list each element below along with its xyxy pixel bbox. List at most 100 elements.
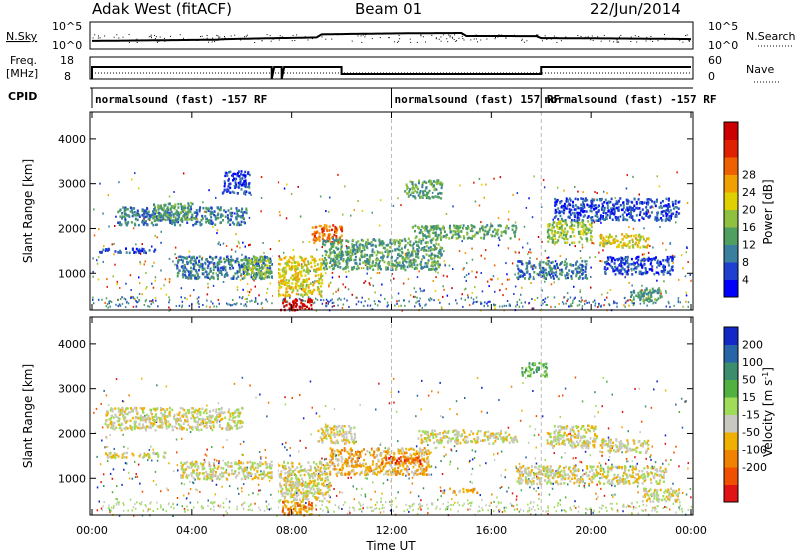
data-cell [433,188,436,192]
scatter-cell [278,255,280,258]
data-cell [578,211,581,215]
data-cell [659,294,662,298]
data-cell [135,247,138,251]
noise-dot [500,34,502,36]
data-cell [158,212,161,215]
scatter-cell [590,286,592,289]
data-cell [183,218,186,221]
data-cell [329,261,332,264]
data-cell [639,295,642,299]
colorbar-tick-label: 28 [742,169,756,182]
scatter-cell [128,477,131,480]
data-cell [528,260,531,263]
scatter-cell [472,298,475,301]
data-cell [621,233,624,236]
noise-dot [245,35,247,37]
scatter-cell [627,299,629,302]
data-cell [325,227,328,230]
scatter-cell [579,289,582,292]
scatter-cell [316,248,318,251]
scatter-cell [498,239,501,241]
data-cell [414,229,416,233]
scatter-cell [668,302,670,305]
scatter-cell [677,301,680,304]
freq-panel-frame [89,56,694,80]
data-cell [567,273,570,276]
scatter-cell [660,292,662,295]
data-cell [647,295,650,298]
scatter-cell [456,413,458,416]
data-cell [282,279,285,282]
scatter-cell [525,377,527,379]
data-cell [548,235,551,238]
data-cell [227,185,230,188]
data-cell [334,259,336,263]
data-cell [355,251,358,254]
scatter-cell [376,304,379,307]
data-cell [284,271,287,275]
data-cell [295,282,298,285]
scatter-cell [199,490,201,493]
scatter-cell [418,303,421,306]
data-cell [555,203,558,206]
data-cell [490,224,493,228]
noise-dot [420,35,422,37]
scatter-cell [484,301,486,304]
scatter-cell [339,491,341,494]
scatter-cell [246,290,249,293]
noise-dot [446,38,448,40]
scatter-cell [206,293,209,296]
data-cell [590,221,593,225]
scatter-cell [475,301,477,303]
data-cell [590,219,593,222]
scatter-cell [152,448,154,451]
scatter-cell [265,500,268,503]
data-cell [246,268,249,272]
data-cell [624,256,627,259]
data-cell [291,274,294,277]
noise-dot [521,39,523,41]
data-cell [378,240,381,243]
data-cell [417,194,420,197]
data-cell [339,251,342,255]
scatter-cell [138,299,141,302]
scatter-cell [485,462,487,465]
data-cell [362,239,365,242]
data-cell [222,268,225,271]
noise-dot [537,34,539,36]
data-cell [299,255,301,259]
scatter-cell [160,241,162,244]
data-cell [243,192,245,195]
scatter-cell [638,193,640,196]
scatter-cell [528,301,531,304]
data-cell [570,219,573,222]
data-cell [559,233,562,237]
data-cell [197,274,199,277]
data-cell [481,225,484,228]
data-cell [467,227,470,230]
data-cell [185,276,187,279]
scatter-cell [487,305,489,307]
data-cell [186,218,189,221]
scatter-cell [667,463,670,466]
scatter-cell [148,218,151,221]
data-cell [121,215,124,219]
data-cell [437,181,440,185]
data-cell [551,238,554,242]
scatter-cell [154,234,156,237]
noise-dot [616,39,618,41]
scatter-cell [604,298,606,301]
data-cell [321,227,324,231]
data-cell [385,268,388,271]
noise-dot [672,37,674,39]
noise-dot [279,35,281,37]
noise-dot [278,39,280,41]
data-cell [609,242,612,245]
data-cell [202,272,205,275]
data-cell [171,222,173,225]
data-cell [662,269,665,273]
data-cell [302,280,305,283]
scatter-cell [180,258,182,261]
data-cell [665,197,668,201]
data-cell [327,235,330,238]
